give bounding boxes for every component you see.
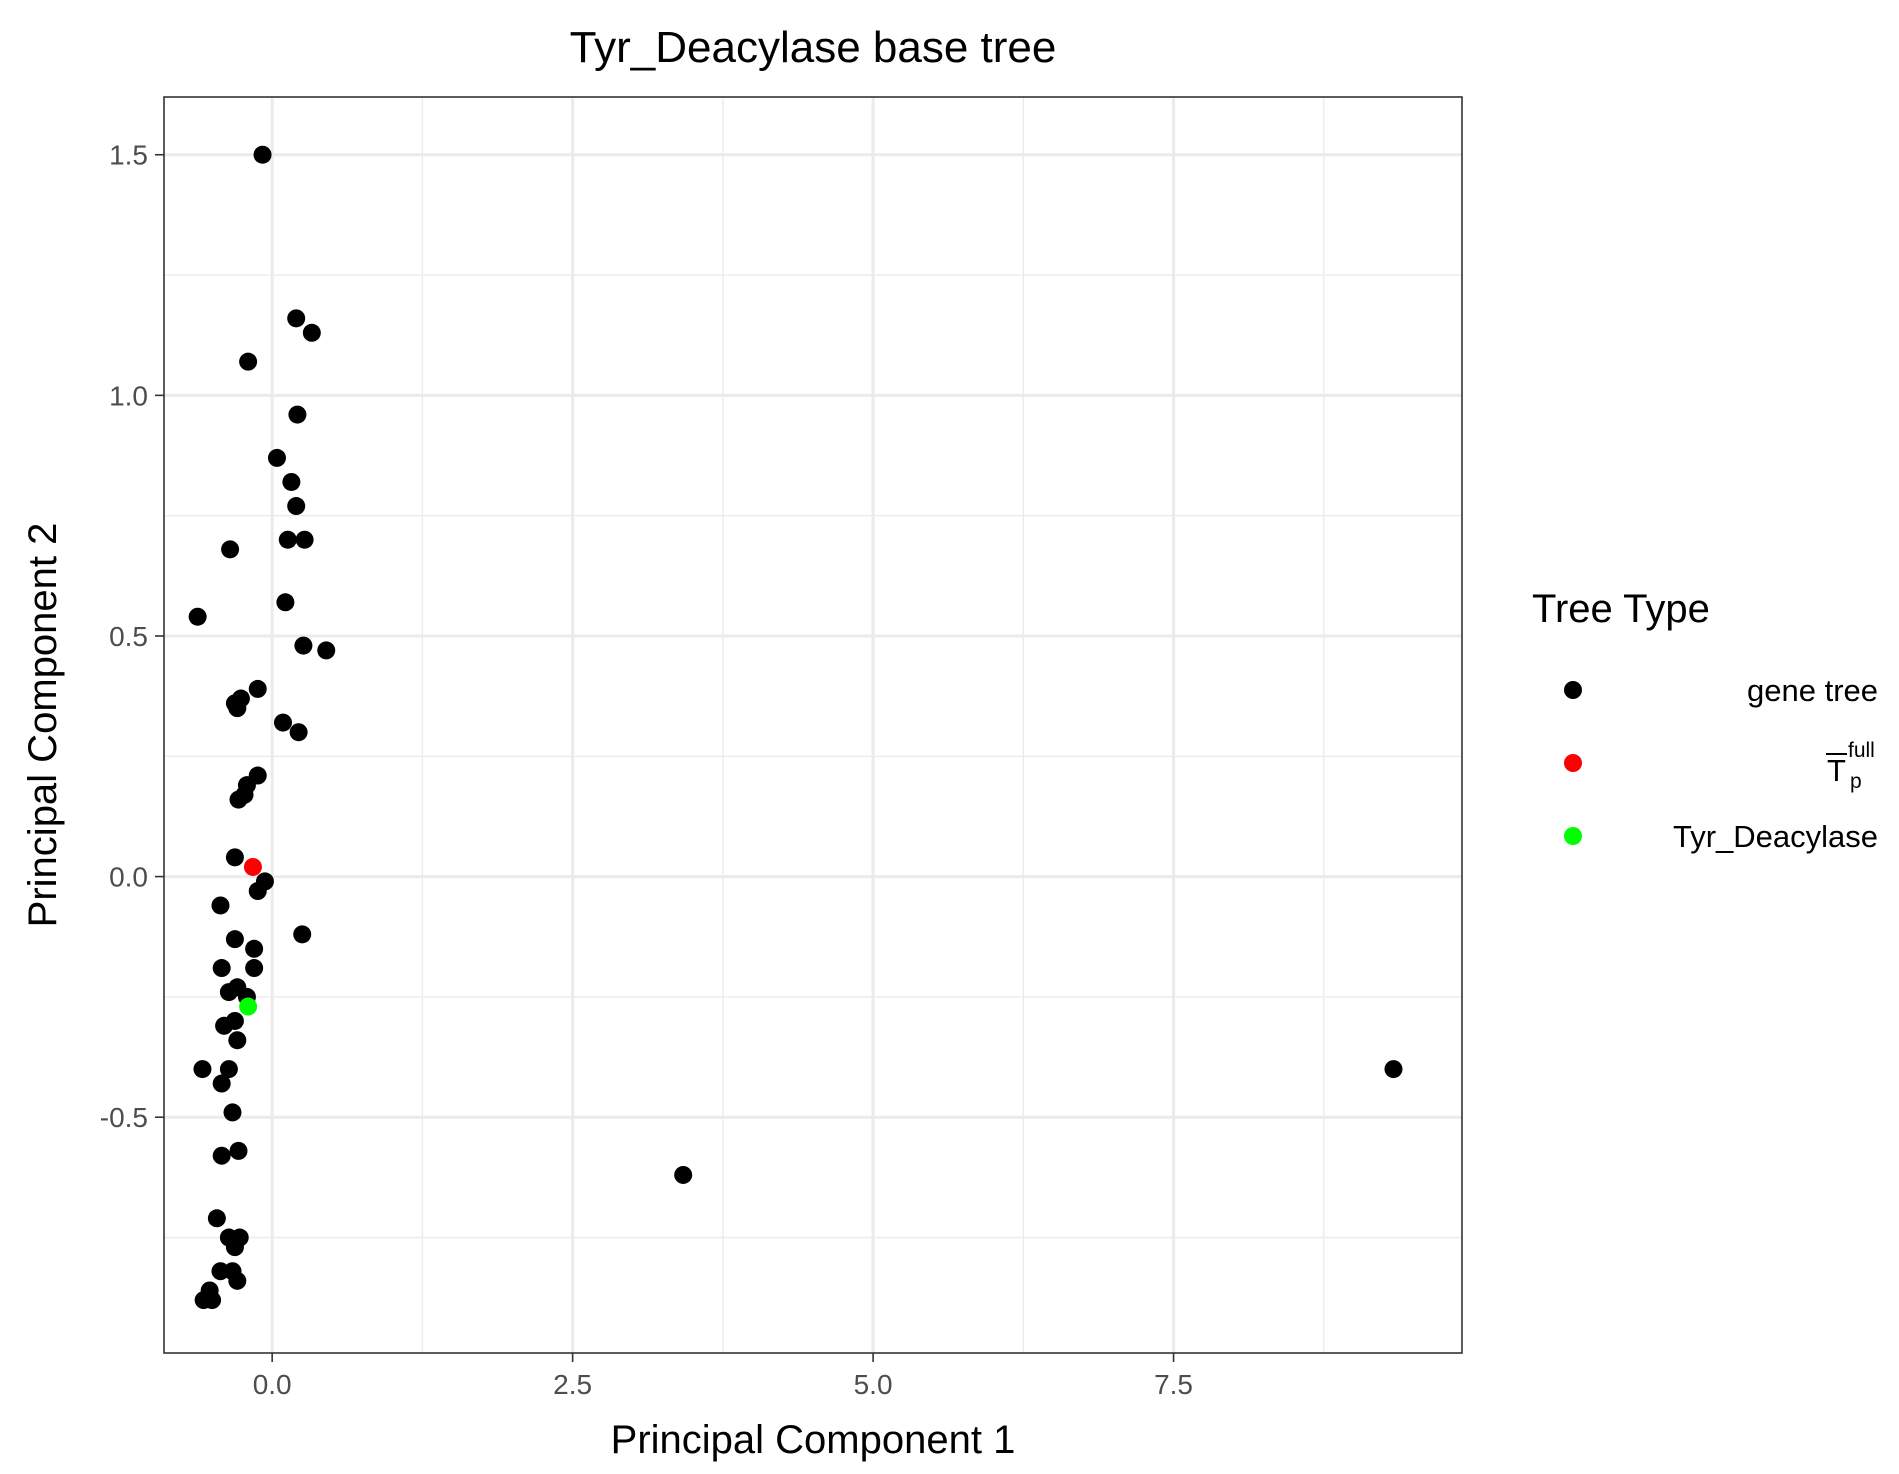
data-points — [188, 145, 1403, 1310]
data-point-series-0 — [253, 145, 272, 164]
data-point-series-0 — [229, 1141, 248, 1160]
y-tick-label: 1.5 — [109, 140, 148, 171]
data-point-series-0 — [294, 636, 313, 655]
data-point-series-0 — [278, 530, 297, 549]
data-point-series-0 — [225, 930, 244, 949]
data-point-series-0 — [225, 1238, 244, 1257]
data-point-series-0 — [248, 679, 267, 698]
data-point-series-0 — [221, 540, 240, 559]
data-point-series-2 — [239, 997, 258, 1016]
y-axis-ticks: -0.5 0.0 0.5 1.0 1.5 — [100, 140, 164, 1133]
data-point-series-0 — [248, 882, 267, 901]
legend-label-sub: p — [1850, 770, 1862, 793]
major-gridlines — [164, 97, 1462, 1353]
data-point-series-0 — [276, 593, 295, 612]
data-point-series-0 — [212, 1074, 231, 1093]
data-point-series-0 — [267, 448, 286, 467]
data-point-series-0 — [225, 848, 244, 867]
y-axis-title: Principal Component 2 — [21, 523, 65, 928]
x-tick-label: 5.0 — [854, 1369, 893, 1400]
legend-label-sup: full — [1848, 739, 1875, 762]
data-point-series-0 — [282, 472, 301, 491]
data-point-series-0 — [245, 959, 264, 978]
minor-gridlines — [164, 97, 1462, 1353]
data-point-series-0 — [228, 1271, 247, 1290]
data-point-series-0 — [194, 1291, 213, 1310]
data-point-series-0 — [245, 939, 264, 958]
data-point-series-0 — [219, 1060, 238, 1079]
data-point-series-0 — [302, 323, 321, 342]
x-tick-label: 0.0 — [253, 1369, 292, 1400]
data-point-series-0 — [215, 1016, 234, 1035]
data-point-series-0 — [212, 1146, 231, 1165]
data-point-series-0 — [289, 723, 308, 742]
data-point-series-0 — [1384, 1060, 1403, 1079]
data-point-series-0 — [288, 405, 307, 424]
data-point-series-0 — [188, 607, 207, 626]
x-tick-label: 2.5 — [553, 1369, 592, 1400]
data-point-series-0 — [674, 1165, 693, 1184]
legend-key — [1564, 681, 1582, 699]
chart-title: Tyr_Deacylase base tree — [570, 23, 1057, 72]
data-point-series-0 — [223, 1103, 242, 1122]
data-point-series-0 — [295, 530, 314, 549]
data-point-series-1 — [243, 857, 262, 876]
legend-label-main: T — [1827, 753, 1846, 788]
legend-label: gene tree — [1747, 673, 1878, 708]
data-point-series-0 — [219, 983, 238, 1002]
legend-key — [1564, 754, 1582, 772]
x-axis-title: Principal Component 1 — [611, 1418, 1016, 1462]
data-point-series-0 — [293, 925, 312, 944]
data-point-series-0 — [287, 309, 306, 328]
data-point-series-0 — [207, 1209, 226, 1228]
data-point-series-0 — [287, 497, 306, 516]
y-tick-label: 1.0 — [109, 380, 148, 411]
data-point-series-0 — [317, 641, 336, 660]
x-tick-label: 7.5 — [1154, 1369, 1193, 1400]
data-point-series-0 — [193, 1060, 212, 1079]
plot-panel — [164, 97, 1462, 1353]
data-point-series-0 — [228, 1031, 247, 1050]
x-axis-ticks: 0.0 2.5 5.0 7.5 — [253, 1353, 1193, 1400]
plot-panel-border — [163, 96, 1463, 1354]
legend-title: Tree Type — [1532, 587, 1710, 631]
data-point-series-0 — [273, 713, 292, 732]
data-point-series-0 — [228, 699, 247, 718]
data-point-series-0 — [229, 790, 248, 809]
data-point-series-0 — [212, 959, 231, 978]
legend-key — [1564, 827, 1582, 845]
y-tick-label: 0.0 — [109, 862, 148, 893]
y-tick-label: 0.5 — [109, 621, 148, 652]
legend-label: Tyr_Deacylase — [1673, 819, 1878, 854]
data-point-series-0 — [211, 896, 230, 915]
data-point-series-0 — [239, 352, 258, 371]
y-tick-label: -0.5 — [100, 1102, 148, 1133]
